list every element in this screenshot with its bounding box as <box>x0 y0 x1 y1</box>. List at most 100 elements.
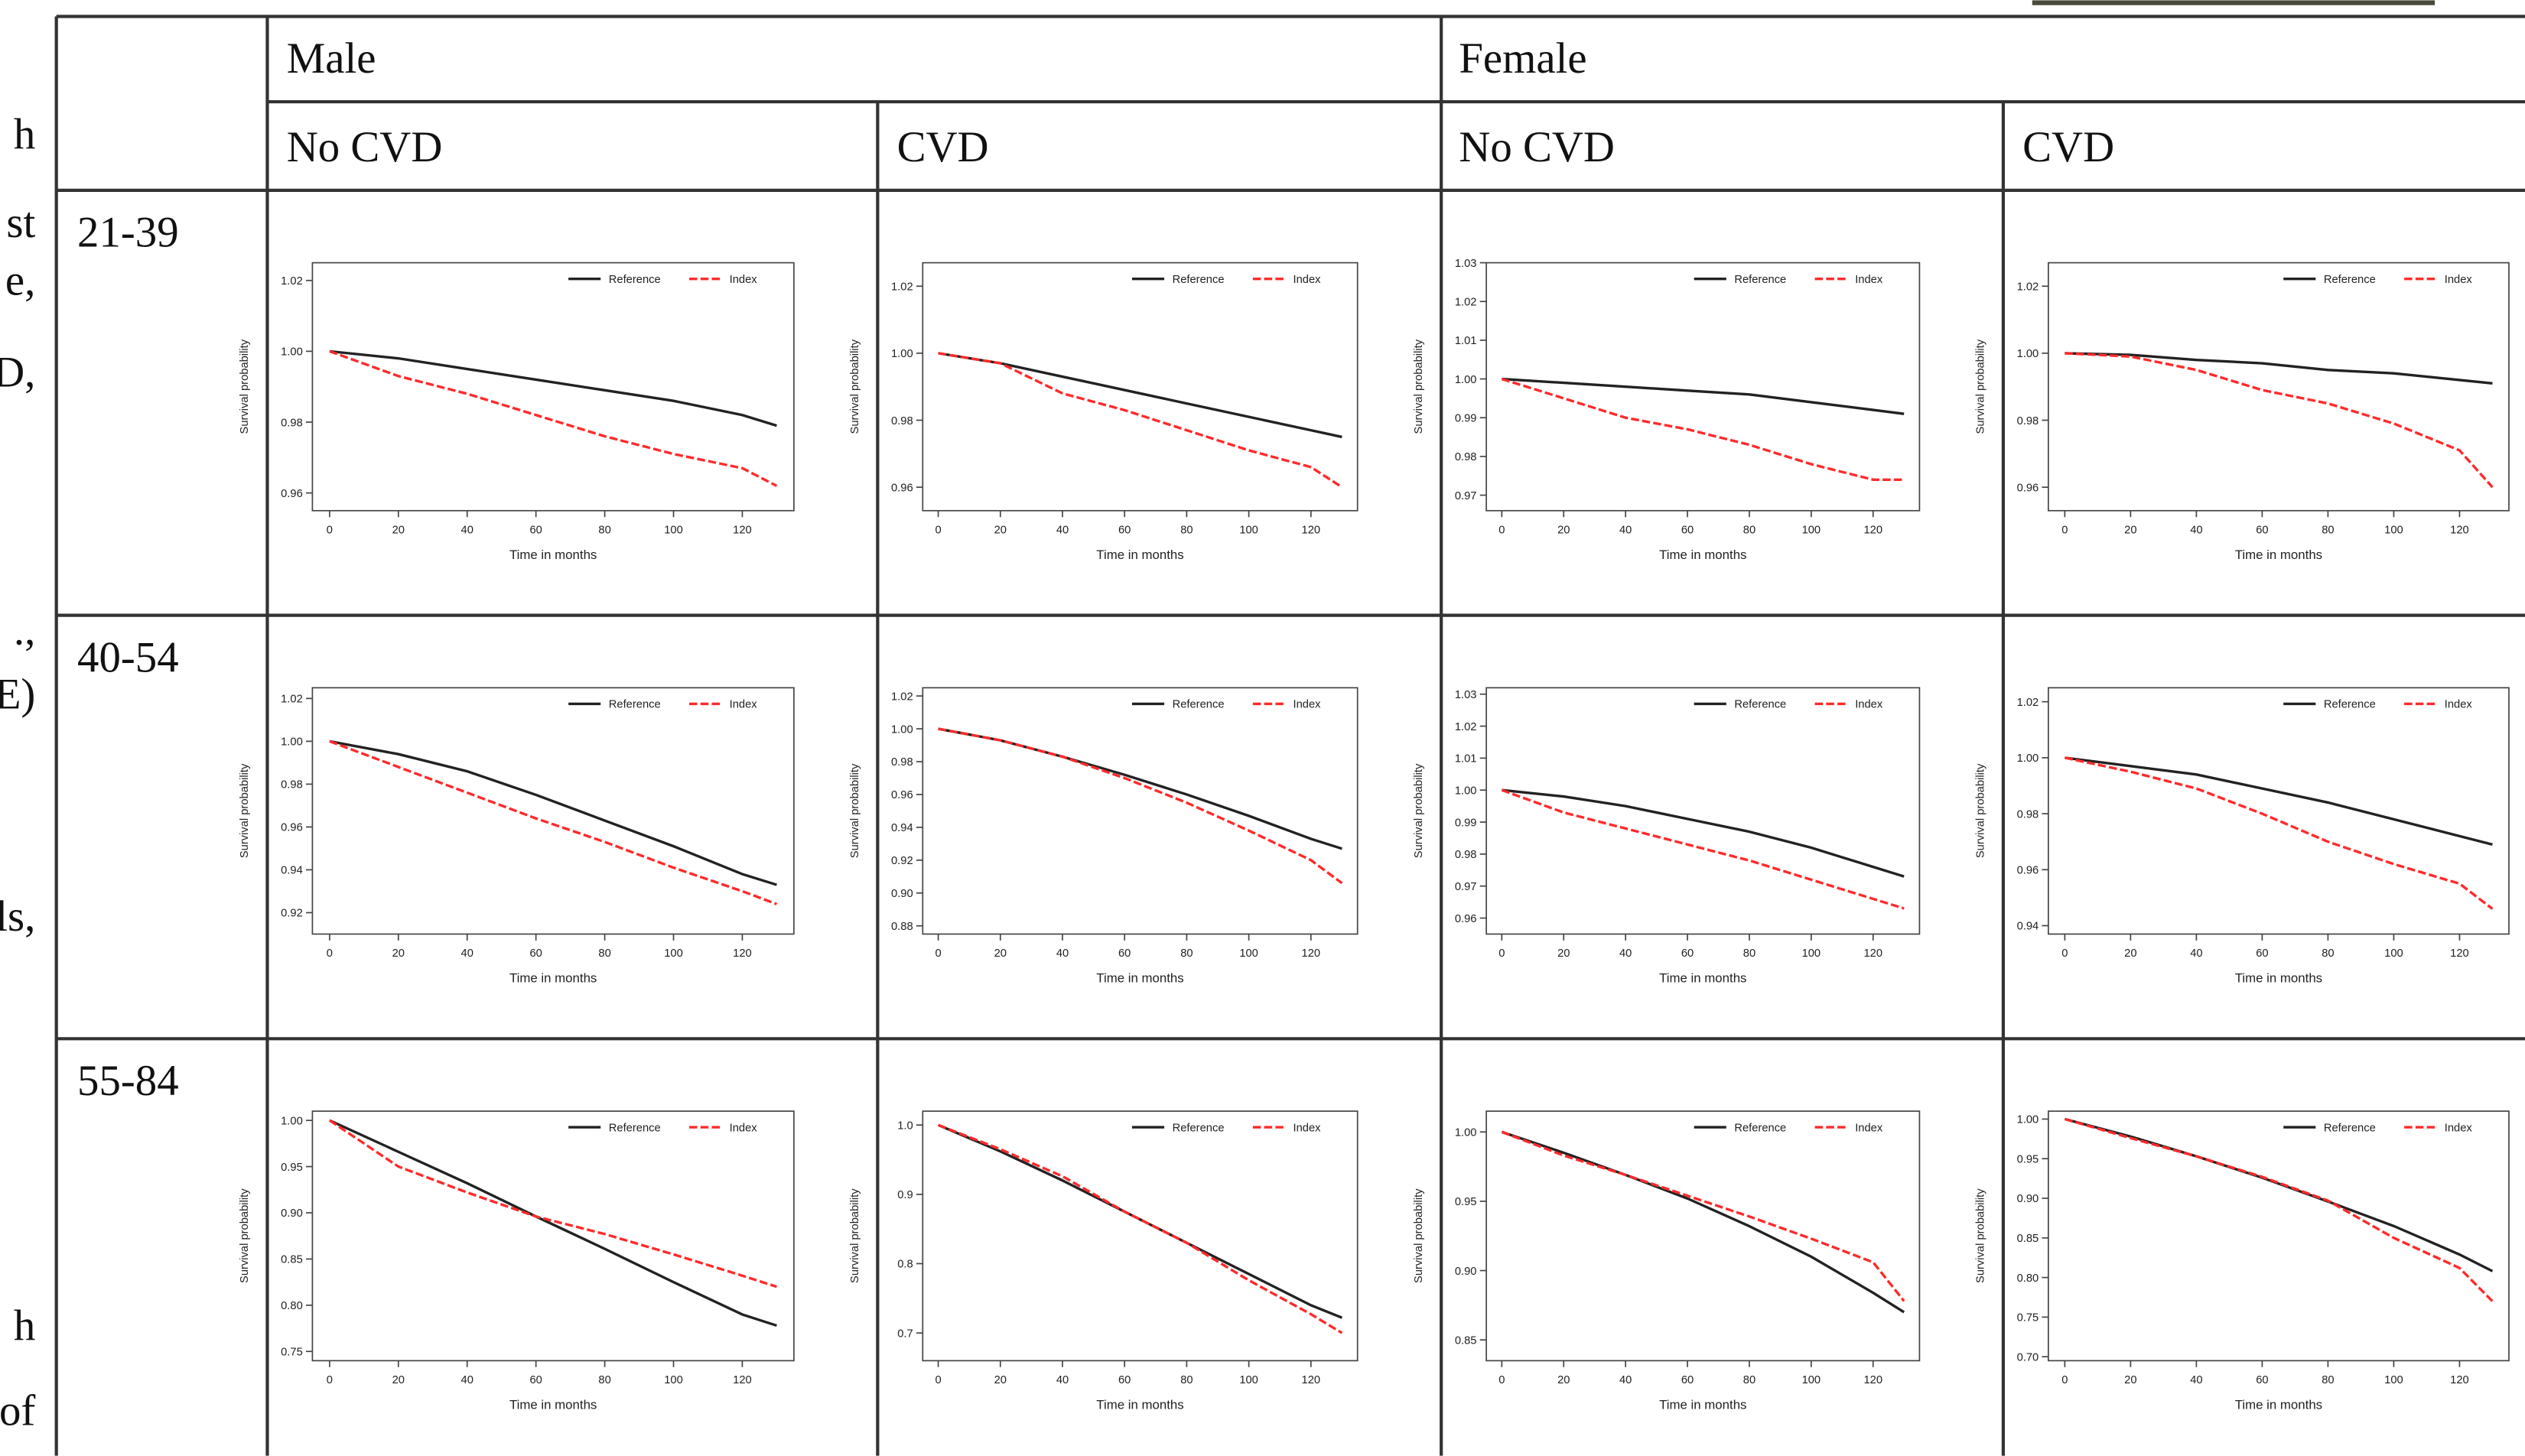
x-tick-label: 80 <box>2322 1374 2334 1386</box>
column-header: No CVD <box>1459 123 1615 171</box>
x-axis-label: Time in months <box>1659 1398 1746 1412</box>
y-tick-label: 0.98 <box>891 756 913 769</box>
survival-curve <box>2064 756 2494 910</box>
x-tick-label: 0 <box>327 947 333 960</box>
x-tick-label: 40 <box>461 947 473 960</box>
legend-label: Index <box>2445 274 2473 286</box>
x-tick-label: 0 <box>2061 947 2068 960</box>
x-tick-label: 80 <box>1180 524 1193 536</box>
y-tick-label: 0.95 <box>281 1162 303 1174</box>
x-tick-label: 80 <box>1743 1374 1755 1386</box>
x-tick-label: 0 <box>935 947 942 960</box>
legend-label: Reference <box>1734 699 1786 711</box>
y-tick-label: 1.00 <box>281 346 303 359</box>
x-tick-label: 0 <box>2061 1374 2068 1386</box>
legend-label: Index <box>730 1122 758 1134</box>
y-tick-label: 1.00 <box>1455 374 1477 386</box>
survival-curve <box>938 727 1343 885</box>
x-axis-label: Time in months <box>1096 1398 1183 1412</box>
x-axis-label: Time in months <box>509 971 597 986</box>
x-tick-label: 20 <box>2124 1374 2136 1386</box>
x-axis-label: Time in months <box>2235 971 2322 986</box>
margin-fragment: e, <box>5 257 35 305</box>
x-tick-label: 100 <box>1802 1374 1821 1386</box>
y-tick-label: 1.01 <box>1455 335 1477 347</box>
y-tick-label: 0.94 <box>891 822 913 834</box>
y-tick-label: 0.90 <box>891 888 913 900</box>
y-axis-label: Survival probability <box>849 339 861 434</box>
y-tick-label: 1.02 <box>281 694 303 706</box>
survival-curve <box>1502 377 1905 415</box>
legend-label: Index <box>2445 1122 2473 1134</box>
x-tick-label: 60 <box>529 524 542 536</box>
y-axis-label: Survival probability <box>1975 339 1987 434</box>
x-tick-label: 80 <box>598 524 610 536</box>
x-tick-label: 20 <box>1557 524 1570 536</box>
x-tick-label: 80 <box>1180 947 1193 960</box>
y-axis-label: Survival probability <box>1413 763 1425 858</box>
legend-label: Index <box>730 699 758 711</box>
y-axis-label: Survival probability <box>239 763 251 858</box>
x-tick-label: 60 <box>2256 947 2268 960</box>
y-tick-label: 1.00 <box>1455 785 1477 797</box>
legend-label: Reference <box>1734 1122 1786 1134</box>
x-tick-label: 40 <box>1619 947 1632 960</box>
y-axis-label: Survival probability <box>1975 1188 1987 1283</box>
legend-label: Index <box>1855 274 1883 286</box>
x-tick-label: 80 <box>1743 947 1755 960</box>
survival-curve <box>329 1119 777 1328</box>
survival-curve <box>329 349 777 427</box>
y-tick-label: 0.90 <box>281 1207 303 1220</box>
x-tick-label: 40 <box>2190 947 2202 960</box>
plot-frame <box>1485 262 1921 512</box>
x-tick-label: 100 <box>664 524 683 536</box>
survival-curve <box>329 349 778 487</box>
row-label: 21-39 <box>77 209 179 257</box>
plot-frame <box>922 687 1358 935</box>
y-tick-label: 1.02 <box>2017 281 2039 294</box>
y-tick-label: 1.00 <box>891 723 913 736</box>
y-tick-label: 1.02 <box>281 275 303 288</box>
survival-curve <box>938 352 1342 439</box>
x-tick-label: 0 <box>1498 524 1505 536</box>
x-axis-label: Time in months <box>1096 548 1183 562</box>
plot-frame <box>922 262 1358 512</box>
y-tick-label: 0.99 <box>1455 412 1477 424</box>
y-tick-label: 0.95 <box>2017 1153 2039 1165</box>
legend-label: Reference <box>1734 274 1786 286</box>
y-tick-label: 0.97 <box>1455 490 1477 502</box>
x-tick-label: 60 <box>529 947 542 960</box>
y-tick-label: 0.70 <box>2017 1351 2039 1363</box>
x-tick-label: 20 <box>2124 947 2136 960</box>
y-tick-label: 0.7 <box>897 1328 913 1340</box>
x-tick-label: 100 <box>1802 524 1821 536</box>
x-tick-label: 120 <box>1863 947 1882 960</box>
margin-fragment: E) <box>0 671 35 719</box>
y-tick-label: 0.75 <box>281 1347 303 1359</box>
plot-frame <box>1485 1110 1921 1362</box>
y-tick-label: 0.9 <box>897 1189 913 1201</box>
y-tick-label: 0.8 <box>897 1259 913 1271</box>
y-tick-label: 0.85 <box>1455 1334 1477 1347</box>
y-tick-label: 0.96 <box>891 482 913 494</box>
legend-label: Index <box>1855 699 1883 711</box>
x-tick-label: 0 <box>327 524 333 536</box>
x-tick-label: 100 <box>1239 1374 1258 1386</box>
survival-curve <box>1501 788 1905 910</box>
legend-label: Reference <box>609 1122 661 1134</box>
x-tick-label: 0 <box>2061 524 2068 536</box>
survival-curve <box>329 739 777 905</box>
x-tick-label: 80 <box>1743 524 1755 536</box>
y-tick-label: 1.00 <box>2017 752 2039 765</box>
y-tick-label: 0.80 <box>2017 1272 2039 1285</box>
column-header: CVD <box>897 123 989 171</box>
y-tick-label: 0.98 <box>2017 415 2039 427</box>
x-tick-label: 60 <box>2256 1374 2268 1386</box>
x-tick-label: 100 <box>1802 947 1821 960</box>
y-tick-label: 0.85 <box>281 1254 303 1266</box>
y-tick-label: 0.94 <box>281 865 303 877</box>
x-axis-label: Time in months <box>509 1398 597 1412</box>
survival-curve <box>2065 352 2493 385</box>
x-tick-label: 20 <box>1557 1374 1570 1386</box>
